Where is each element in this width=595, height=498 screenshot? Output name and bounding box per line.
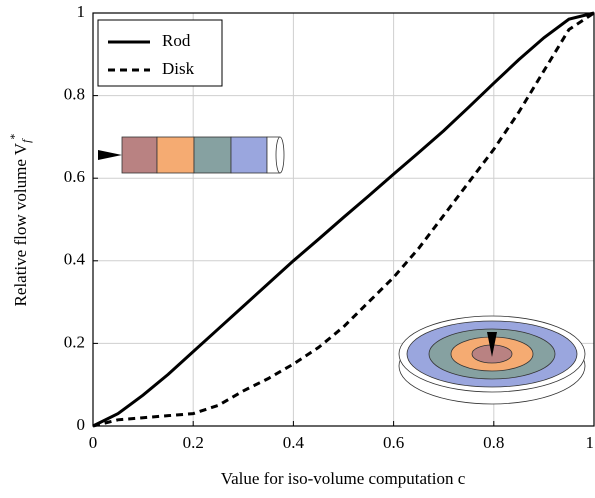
y-tick-label: 0.4 <box>64 250 86 269</box>
y-axis-label-text: Relative flow volume V <box>11 142 30 306</box>
x-tick-label: 0.4 <box>283 433 305 452</box>
y-tick-label: 1 <box>77 2 86 21</box>
legend: Rod Disk <box>97 19 223 87</box>
x-tick-label: 1 <box>586 433 595 452</box>
y-tick-label: 0.2 <box>64 332 85 351</box>
legend-label: Disk <box>162 59 195 78</box>
plot-frame <box>92 12 595 427</box>
disk-illustration <box>398 315 586 405</box>
x-tick-label: 0.6 <box>383 433 404 452</box>
x-tick-label: 0 <box>89 433 98 452</box>
y-axis-label-sup: * <box>7 134 21 140</box>
legend-label: Rod <box>162 31 191 50</box>
series-line <box>92 11 595 428</box>
plot <box>92 11 595 428</box>
rod-illustration <box>98 136 285 174</box>
series-line <box>92 11 595 428</box>
y-axis-label: Relative flow volume Vf* <box>7 134 33 307</box>
x-tick-label: 0.8 <box>483 433 504 452</box>
y-tick-label: 0 <box>77 415 86 434</box>
y-tick-label: 0.8 <box>64 85 85 104</box>
y-axis-label-sub: f <box>19 138 33 143</box>
y-tick-label: 0.6 <box>64 167 85 186</box>
x-axis-label: Value for iso-volume computation c <box>221 469 466 488</box>
x-tick-label: 0.2 <box>183 433 204 452</box>
legend-box <box>97 19 223 87</box>
